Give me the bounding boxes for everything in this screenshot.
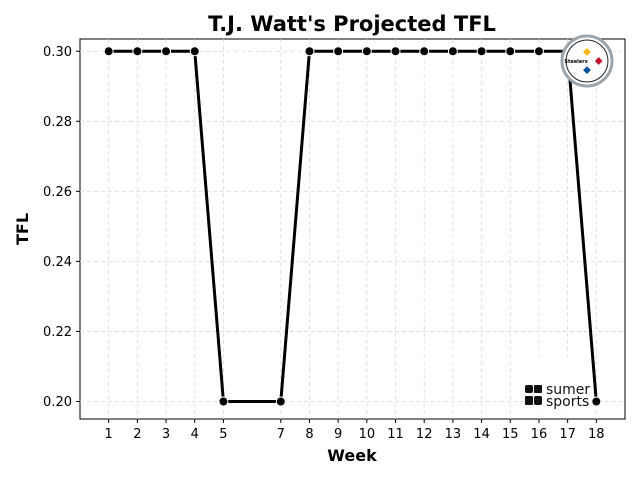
data-point	[161, 46, 172, 57]
x-tick-label: 11	[387, 427, 404, 442]
x-tick-label: 17	[559, 427, 576, 442]
x-tick-label: 15	[502, 427, 519, 442]
x-tick-label: 5	[219, 427, 227, 442]
x-tick-label: 16	[531, 427, 548, 442]
data-point	[447, 46, 458, 57]
steelers-logo: Steelers	[560, 34, 614, 88]
data-point	[275, 396, 286, 407]
logo-blue-hypocycloid	[583, 66, 591, 74]
watermark-line1: sumer	[546, 382, 590, 398]
data-point	[533, 46, 544, 57]
grid	[80, 39, 625, 419]
x-tick-label: 14	[473, 427, 490, 442]
watermark-line2: sports	[546, 394, 589, 410]
logo-gold-hypocycloid	[583, 48, 591, 56]
x-tick-label: 8	[305, 427, 313, 442]
x-tick-label: 3	[162, 427, 170, 442]
x-tick-label: 13	[445, 427, 462, 442]
data-point	[361, 46, 372, 57]
sumer-sports-watermark: sumer sports	[524, 357, 590, 413]
x-tick-label: 18	[588, 427, 605, 442]
sumer-sports-icon	[525, 385, 542, 405]
y-tick-label: 0.20	[43, 395, 72, 410]
logo-wordmark: Steelers	[564, 59, 587, 65]
logo-red-hypocycloid	[594, 57, 603, 65]
data-point	[476, 46, 487, 57]
data-point	[189, 46, 200, 57]
data-point	[103, 46, 114, 57]
x-tick-label: 9	[334, 427, 342, 442]
x-tick-label: 10	[359, 427, 376, 442]
data-point	[419, 46, 430, 57]
y-axis: 0.20 0.22 0.24 0.26 0.28 0.30	[43, 45, 80, 410]
x-tick-label: 4	[191, 427, 199, 442]
plot-area	[79, 38, 626, 420]
y-tick-label: 0.26	[43, 185, 72, 200]
x-axis: 1 2 3 4 5 7 8 9 10 11 12 13 14 15 16 17 18	[105, 419, 605, 442]
x-axis-label: Week	[327, 446, 377, 465]
data-point	[304, 46, 315, 57]
y-tick-label: 0.22	[43, 325, 72, 340]
x-tick-label: 12	[416, 427, 433, 442]
y-tick-label: 0.30	[43, 45, 72, 60]
y-tick-label: 0.24	[43, 255, 72, 270]
logo-disc	[565, 39, 609, 83]
x-tick-label: 7	[277, 427, 285, 442]
series	[103, 46, 602, 407]
series-line	[108, 49, 598, 403]
y-axis-label: TFL	[13, 213, 32, 245]
chart-title: T.J. Watt's Projected TFL	[208, 12, 496, 36]
y-tick-label: 0.28	[43, 115, 72, 130]
data-point	[333, 46, 344, 57]
data-point	[591, 396, 602, 407]
watermark-backdrop	[524, 357, 582, 413]
data-point	[218, 396, 229, 407]
x-tick-label: 2	[133, 427, 141, 442]
data-point	[132, 46, 143, 57]
data-point	[505, 46, 516, 57]
x-tick-label: 1	[105, 427, 113, 442]
data-point	[390, 46, 401, 57]
